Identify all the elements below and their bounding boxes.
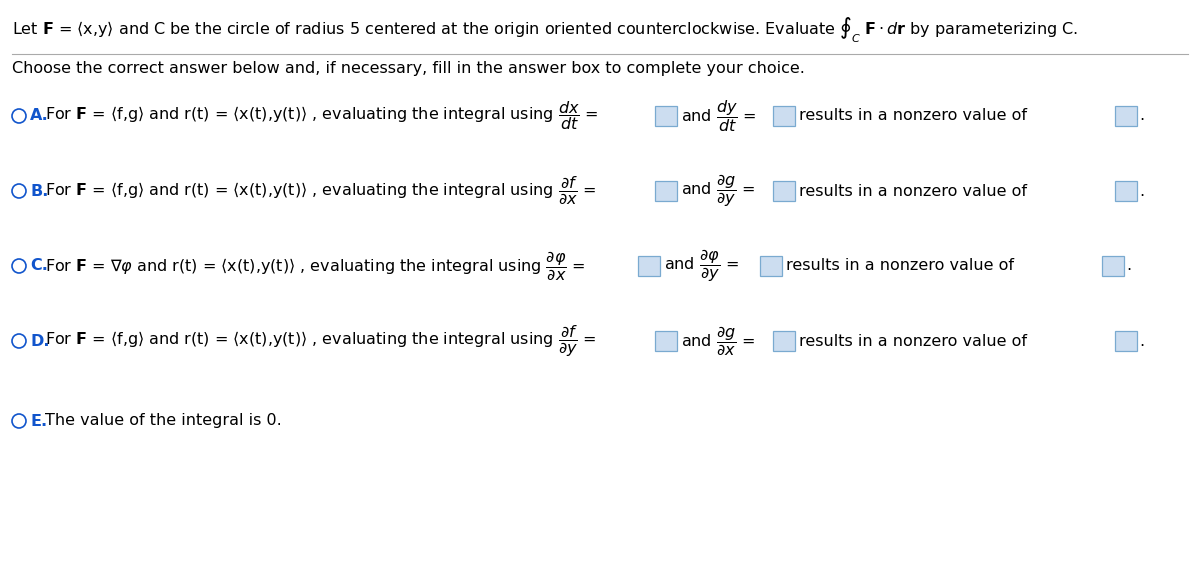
Text: results in a nonzero value of: results in a nonzero value of <box>786 259 1014 273</box>
Text: C.: C. <box>30 259 48 273</box>
Text: For $\mathbf{F}$ = $\langle$f,g$\rangle$ and r(t) = $\langle$x(t),y(t)$\rangle$ : For $\mathbf{F}$ = $\langle$f,g$\rangle$… <box>46 175 596 207</box>
Text: B.: B. <box>30 183 48 199</box>
FancyBboxPatch shape <box>760 256 782 276</box>
FancyBboxPatch shape <box>773 106 796 126</box>
Text: and $\dfrac{\partial g}{\partial x}$ =: and $\dfrac{\partial g}{\partial x}$ = <box>682 325 756 357</box>
Text: D.: D. <box>30 333 49 349</box>
FancyBboxPatch shape <box>638 256 660 276</box>
FancyBboxPatch shape <box>655 106 677 126</box>
FancyBboxPatch shape <box>655 181 677 201</box>
Text: results in a nonzero value of: results in a nonzero value of <box>799 333 1027 349</box>
Text: Let $\mathbf{F}$ = $\langle$x,y$\rangle$ and C be the circle of radius 5 centere: Let $\mathbf{F}$ = $\langle$x,y$\rangle$… <box>12 15 1078 45</box>
Text: .: . <box>1126 259 1132 273</box>
Text: A.: A. <box>30 109 49 123</box>
Text: Choose the correct answer below and, if necessary, fill in the answer box to com: Choose the correct answer below and, if … <box>12 61 805 77</box>
Text: The value of the integral is 0.: The value of the integral is 0. <box>46 413 282 429</box>
Text: results in a nonzero value of: results in a nonzero value of <box>799 109 1027 123</box>
FancyBboxPatch shape <box>655 331 677 351</box>
Text: E.: E. <box>30 413 47 429</box>
Text: For $\mathbf{F}$ = $\langle$f,g$\rangle$ and r(t) = $\langle$x(t),y(t)$\rangle$ : For $\mathbf{F}$ = $\langle$f,g$\rangle$… <box>46 99 599 133</box>
FancyBboxPatch shape <box>773 181 796 201</box>
Text: and $\dfrac{\partial g}{\partial y}$ =: and $\dfrac{\partial g}{\partial y}$ = <box>682 172 756 210</box>
Text: .: . <box>1139 183 1144 199</box>
Text: For $\mathbf{F}$ = $\langle$f,g$\rangle$ and r(t) = $\langle$x(t),y(t)$\rangle$ : For $\mathbf{F}$ = $\langle$f,g$\rangle$… <box>46 323 596 359</box>
FancyBboxPatch shape <box>1102 256 1124 276</box>
FancyBboxPatch shape <box>1115 106 1138 126</box>
FancyBboxPatch shape <box>773 331 796 351</box>
FancyBboxPatch shape <box>1115 331 1138 351</box>
Text: and $\dfrac{dy}{dt}$ =: and $\dfrac{dy}{dt}$ = <box>682 98 757 134</box>
FancyBboxPatch shape <box>1115 181 1138 201</box>
Text: and $\dfrac{\partial \varphi}{\partial y}$ =: and $\dfrac{\partial \varphi}{\partial y… <box>664 248 739 284</box>
Text: For $\mathbf{F}$ = $\nabla\varphi$ and r(t) = $\langle$x(t),y(t)$\rangle$ , eval: For $\mathbf{F}$ = $\nabla\varphi$ and r… <box>46 249 586 283</box>
Text: .: . <box>1139 333 1144 349</box>
Text: .: . <box>1139 109 1144 123</box>
Text: results in a nonzero value of: results in a nonzero value of <box>799 183 1027 199</box>
